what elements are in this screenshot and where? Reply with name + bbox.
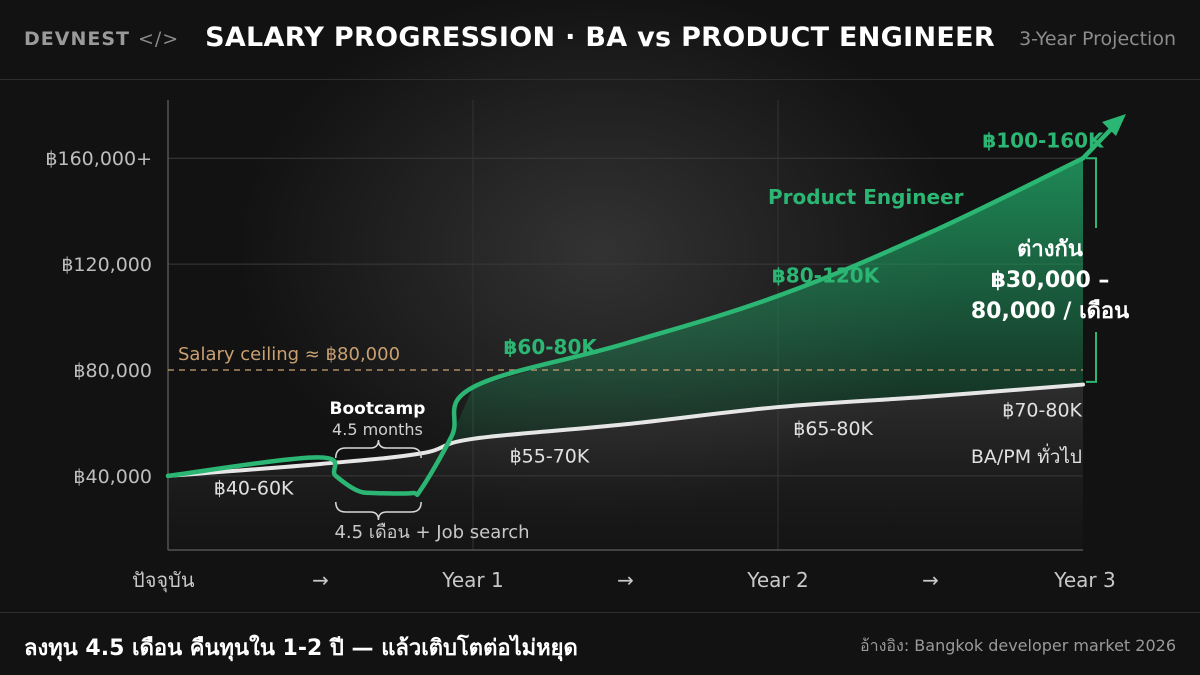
ba-series-line: [166, 382, 1085, 478]
engineer-value-label-0: ฿60-80K: [504, 335, 599, 359]
annotations: ฿60-80K ฿80-120K ฿100-160K Product Engineer…: [214, 129, 1129, 543]
difference-label-line3: 80,000 / เดือน: [971, 299, 1129, 324]
y-tick-label-3: ฿160,000+: [45, 148, 152, 170]
difference-label-line2: ฿30,000 –: [991, 268, 1110, 293]
difference-bracket-bottom: [1086, 332, 1097, 383]
bootcamp-note: 4.5 เดือน + Job search: [334, 522, 529, 543]
bootcamp-duration: 4.5 months: [332, 420, 423, 439]
ba-series-label: BA/PM ทั่วไป: [971, 443, 1082, 468]
y-tick-label-0: ฿40,000: [73, 466, 152, 488]
x-tick-label-1: →: [312, 568, 329, 592]
engineer-arrow-head: [1102, 114, 1126, 136]
page-title: SALARY PROGRESSION · BA vs PRODUCT ENGIN…: [205, 22, 995, 53]
y-tick-label-1: ฿80,000: [73, 360, 152, 382]
brand-logo: DEVNEST </>: [24, 28, 179, 50]
code-icon: </>: [137, 28, 180, 50]
x-tick-label-5: →: [922, 568, 939, 592]
footer: ลงทุน 4.5 เดือน คืนทุนใน 1-2 ปี — แล้วเต…: [0, 612, 1200, 675]
x-tick-label-6: Year 3: [1053, 568, 1115, 592]
engineer-series-line: [165, 155, 1086, 497]
brand-name: DEVNEST: [24, 28, 130, 50]
ba-value-label-1: ฿55-70K: [510, 446, 590, 468]
x-tick-label-3: →: [617, 568, 634, 592]
difference-label-line1: ต่างกัน: [1017, 237, 1083, 262]
page-subtitle: 3-Year Projection: [1019, 28, 1176, 50]
difference-bracket-top: [1086, 157, 1097, 228]
salary-ceiling: Salary ceiling ≈ ฿80,000: [168, 344, 1083, 371]
bootcamp-brace-top: [335, 439, 422, 459]
footer-headline: ลงทุน 4.5 เดือน คืนทุนใน 1-2 ปี — แล้วเต…: [24, 636, 578, 661]
bootcamp-title: Bootcamp: [330, 399, 426, 419]
series-lines: [165, 114, 1126, 497]
footer-reference: อ้างอิง: Bangkok developer market 2026: [859, 636, 1176, 655]
engineer-series-label: Product Engineer: [768, 185, 964, 209]
ba-value-label-2: ฿65-80K: [793, 418, 873, 440]
ba-value-label-3: ฿70-80K: [1002, 399, 1082, 421]
axis-labels: ฿40,000 ฿80,000 ฿120,000 ฿160,000+ ปัจจุบัน →…: [45, 148, 1115, 593]
ba-value-label-0: ฿40-60K: [214, 477, 294, 499]
x-tick-label-2: Year 1: [441, 568, 503, 592]
header: DEVNEST </> SALARY PROGRESSION · BA vs PR…: [0, 0, 1200, 80]
x-tick-label-0: ปัจจุบัน: [132, 568, 195, 593]
x-tick-label-4: Year 2: [746, 568, 808, 592]
y-tick-label-2: ฿120,000: [61, 254, 152, 276]
bootcamp-brace-bottom: [335, 501, 422, 521]
salary-ceiling-label: Salary ceiling ≈ ฿80,000: [178, 344, 400, 365]
engineer-value-label-1: ฿80-120K: [772, 264, 881, 288]
ba-area: [168, 384, 1083, 550]
engineer-value-label-2: ฿100-160K: [982, 129, 1105, 153]
